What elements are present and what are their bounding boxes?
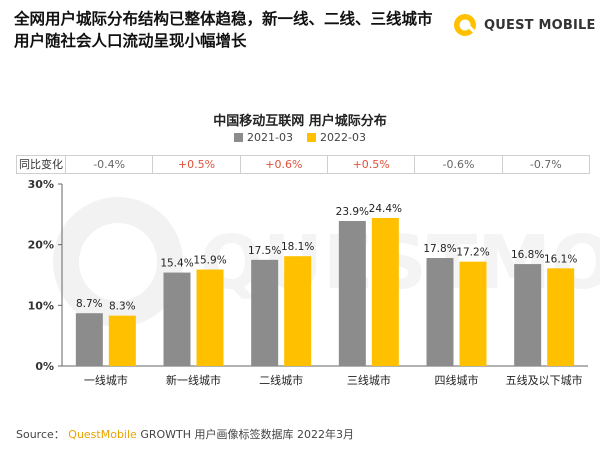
x-tick-label: 四线城市	[435, 373, 479, 387]
source-note: Source： QuestMobile GROWTH 用户画像标签数据库 202…	[16, 426, 354, 442]
x-tick-label: 新一线城市	[166, 373, 221, 387]
bar	[459, 261, 487, 366]
yoy-cell: -0.7%	[529, 158, 562, 171]
legend-swatch-2021	[234, 133, 244, 142]
y-tick-label: 30%	[28, 178, 54, 191]
source-prefix: Source：	[16, 428, 65, 441]
x-tick-label: 二线城市	[259, 373, 303, 387]
legend: 2021-03 2022-03	[0, 131, 600, 144]
bar	[338, 221, 366, 366]
bar-value-label: 17.8%	[423, 243, 456, 255]
bar	[163, 272, 191, 366]
quest-mobile-logo-icon	[454, 14, 476, 36]
yoy-cell: -0.6%	[415, 156, 503, 173]
yoy-label: 同比变化	[17, 156, 66, 173]
y-tick-label: 20%	[28, 239, 54, 252]
bar-value-label: 16.8%	[511, 249, 544, 261]
bar-value-label: 23.9%	[336, 206, 369, 218]
legend-label-2022: 2022-03	[320, 131, 366, 144]
brand-logo: QUEST MOBILE	[452, 12, 596, 38]
bar-value-label: 8.3%	[109, 301, 136, 313]
bar	[547, 268, 575, 366]
bar-value-label: 8.7%	[76, 298, 103, 310]
bar-value-label: 15.9%	[193, 255, 226, 267]
bar	[108, 315, 136, 366]
yoy-cell: +0.6%	[241, 156, 328, 173]
x-tick-label: 一线城市	[84, 373, 128, 387]
bar-value-label: 24.4%	[369, 203, 402, 215]
y-tick-label: 0%	[35, 360, 54, 373]
bar	[196, 269, 224, 366]
logo-text: QUEST MOBILE	[484, 17, 596, 33]
bar-value-label: 17.5%	[248, 245, 281, 257]
headline: 全网用户城际分布结构已整体趋稳，新一线、二线、三线城市用户随社会人口流动呈现小幅…	[14, 10, 433, 50]
yoy-row: 同比变化 -0.4% +0.5% +0.6% +0.5% -0.6% -0.7%	[16, 155, 590, 174]
source-text: GROWTH 用户画像标签数据库 2022年3月	[140, 428, 354, 441]
y-tick-label: 10%	[28, 299, 54, 312]
legend-item-2021: 2021-03	[234, 131, 293, 144]
x-tick-label: 三线城市	[347, 373, 391, 387]
bar	[284, 256, 312, 366]
source-brand: QuestMobile	[68, 428, 137, 441]
bar	[75, 313, 103, 366]
yoy-cell: -0.4%	[66, 156, 154, 173]
bar-value-label: 17.2%	[456, 247, 489, 259]
bar-value-label: 18.1%	[281, 241, 314, 253]
chart-title: 中国移动互联网 用户城际分布	[213, 114, 387, 129]
yoy-cell: +0.5%	[328, 156, 416, 173]
bar	[371, 217, 399, 366]
bar-value-label: 16.1%	[544, 253, 577, 265]
bar	[251, 259, 279, 366]
legend-label-2021: 2021-03	[247, 131, 293, 144]
bar-value-label: 15.4%	[160, 258, 193, 270]
yoy-cell: +0.5%	[153, 156, 241, 173]
x-tick-label: 五线及以下城市	[506, 373, 583, 387]
legend-swatch-2022	[307, 133, 316, 142]
yoy-cells: -0.4% +0.5% +0.6% +0.5% -0.6% -0.7%	[66, 156, 589, 173]
bar	[514, 264, 542, 366]
legend-item-2022: 2022-03	[307, 131, 366, 144]
bar	[426, 258, 454, 366]
